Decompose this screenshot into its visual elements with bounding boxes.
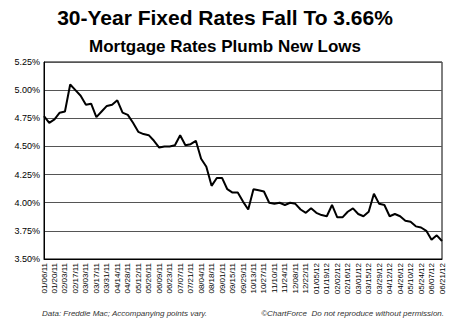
- svg-text:06/07/12: 06/07/12: [427, 262, 436, 294]
- svg-text:04/28/11: 04/28/11: [123, 262, 132, 293]
- svg-text:02/02/12: 02/02/12: [333, 262, 342, 294]
- svg-text:06/09/11: 06/09/11: [155, 262, 164, 293]
- svg-text:30-Year Fixed Rates Fall To 3.: 30-Year Fixed Rates Fall To 3.66%: [57, 6, 393, 29]
- svg-text:09/15/11: 09/15/11: [228, 262, 237, 293]
- svg-text:12/08/11: 12/08/11: [291, 262, 300, 293]
- svg-text:04/12/12: 04/12/12: [385, 262, 394, 294]
- svg-text:12/22/11: 12/22/11: [301, 262, 310, 293]
- svg-text:11/24/11: 11/24/11: [280, 262, 289, 293]
- svg-text:10/13/11: 10/13/11: [249, 262, 258, 293]
- svg-text:09/29/11: 09/29/11: [239, 262, 248, 293]
- svg-text:11/10/11: 11/10/11: [270, 262, 279, 293]
- svg-text:03/15/12: 03/15/12: [364, 262, 373, 294]
- svg-text:3.75%: 3.75%: [14, 226, 40, 236]
- svg-text:03/31/11: 03/31/11: [102, 262, 111, 293]
- svg-text:02/03/11: 02/03/11: [60, 262, 69, 293]
- svg-text:08/04/11: 08/04/11: [197, 262, 206, 293]
- svg-text:01/05/12: 01/05/12: [312, 262, 321, 294]
- svg-text:4.75%: 4.75%: [14, 113, 40, 123]
- svg-text:4.00%: 4.00%: [14, 198, 40, 208]
- svg-text:05/24/12: 05/24/12: [417, 262, 426, 294]
- svg-text:06/23/11: 06/23/11: [165, 262, 174, 293]
- svg-text:09/01/11: 09/01/11: [218, 262, 227, 293]
- svg-text:05/10/12: 05/10/12: [406, 262, 415, 294]
- svg-text:05/12/11: 05/12/11: [134, 262, 143, 293]
- svg-text:02/16/12: 02/16/12: [343, 262, 352, 294]
- svg-text:08/18/11: 08/18/11: [207, 262, 216, 293]
- svg-text:3.50%: 3.50%: [14, 254, 40, 264]
- svg-text:©ChartForce Do not reproduce: ©ChartForce Do not reproduce without per…: [261, 309, 444, 318]
- svg-text:01/06/11: 01/06/11: [40, 262, 49, 293]
- svg-text:Data: Freddie Mac; Accompanyin: Data: Freddie Mac; Accompanying points v…: [42, 309, 207, 318]
- svg-text:01/20/11: 01/20/11: [50, 262, 59, 293]
- svg-text:04/14/11: 04/14/11: [113, 262, 122, 293]
- svg-text:01/19/12: 01/19/12: [322, 262, 331, 294]
- svg-text:02/17/11: 02/17/11: [71, 262, 80, 293]
- svg-text:5.00%: 5.00%: [14, 85, 40, 95]
- svg-text:03/17/11: 03/17/11: [92, 262, 101, 293]
- svg-text:07/07/11: 07/07/11: [176, 262, 185, 293]
- svg-text:03/29/12: 03/29/12: [375, 262, 384, 294]
- svg-text:10/27/11: 10/27/11: [259, 262, 268, 293]
- svg-text:03/03/11: 03/03/11: [81, 262, 90, 293]
- svg-text:4.25%: 4.25%: [14, 170, 40, 180]
- svg-text:05/26/11: 05/26/11: [144, 262, 153, 293]
- svg-text:06/21/12: 06/21/12: [438, 262, 447, 294]
- svg-text:03/01/12: 03/01/12: [354, 262, 363, 294]
- svg-text:5.25%: 5.25%: [14, 57, 40, 67]
- svg-text:Mortgage Rates Plumb New Lows: Mortgage Rates Plumb New Lows: [89, 37, 361, 56]
- svg-text:07/21/11: 07/21/11: [186, 262, 195, 293]
- svg-text:04/26/12: 04/26/12: [396, 262, 405, 294]
- svg-text:4.50%: 4.50%: [14, 141, 40, 151]
